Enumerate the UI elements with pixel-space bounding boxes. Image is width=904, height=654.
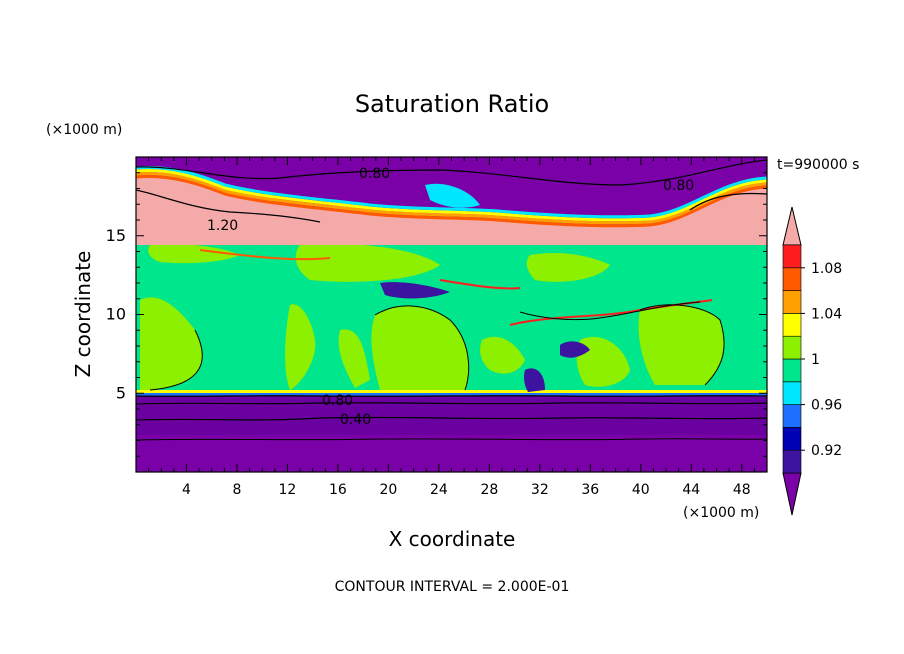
green-patch (371, 305, 469, 390)
green-patch (148, 244, 240, 264)
x-tick-label: 8 (232, 482, 241, 498)
contour-line (136, 416, 767, 421)
moist-streak (199, 249, 331, 261)
colorbar-band (782, 381, 802, 405)
y-axis-label: Z coordinate (71, 251, 95, 378)
x-tick-label: 24 (430, 482, 448, 498)
colorbar-label: 0.92 (811, 443, 842, 459)
green-patch (140, 297, 203, 390)
warm-stripe (136, 168, 767, 222)
colorbar-band (782, 267, 802, 291)
contour-label: 0.40 (340, 412, 371, 428)
contour-line (374, 305, 470, 391)
x-unit-label: (×1000 m) (683, 505, 759, 521)
dry-intrusion (400, 157, 700, 202)
green-patch (338, 329, 370, 388)
contour-line (136, 189, 321, 223)
colorbar-label: 1 (811, 352, 820, 368)
x-axis-label: X coordinate (389, 527, 516, 551)
contour-line (136, 438, 767, 441)
contour-line (639, 304, 725, 386)
colorbar-band (782, 335, 802, 360)
dry-pocket (380, 282, 450, 299)
warm-stripe (136, 165, 767, 219)
moist-streak (439, 279, 521, 290)
green-patch (285, 304, 316, 390)
y-axis: 5 10 15 (106, 172, 767, 457)
x-tick-label: 16 (329, 482, 347, 498)
colorbar-band (782, 449, 802, 474)
time-label: t=990000 s (777, 157, 859, 173)
plot-area (136, 157, 767, 472)
green-patch (480, 336, 525, 374)
dry-pocket (524, 368, 545, 392)
contour-line (136, 395, 767, 397)
colorbar-band (782, 244, 802, 269)
supersaturated-band (136, 177, 767, 245)
contour-line (136, 402, 767, 405)
y-tick-label: 15 (106, 226, 126, 245)
contour-label: 1.20 (207, 218, 238, 234)
contour-label: 0.80 (663, 178, 694, 194)
y-tick-label: 5 (116, 383, 126, 402)
colorbar-band (782, 358, 802, 383)
yellow-edge (136, 390, 767, 394)
colorbar-label: 1.08 (811, 261, 842, 277)
y-unit-label: (×1000 m) (46, 122, 122, 138)
x-tick-label: 44 (682, 482, 700, 498)
colorbar-label: 1.04 (811, 306, 842, 322)
x-tick-label: 36 (581, 482, 599, 498)
x-tick-label: 28 (480, 482, 498, 498)
green-patch (638, 304, 725, 385)
contour-interval-note: CONTOUR INTERVAL = 2.000E-01 (335, 579, 570, 595)
x-tick-label: 12 (279, 482, 297, 498)
x-tick-label: 32 (531, 482, 549, 498)
contour-labels: 0.80 0.80 1.20 0.80 0.40 (207, 166, 694, 428)
colorbar-band (782, 472, 802, 516)
lower-layer-band (136, 395, 767, 435)
x-tick-label: 48 (733, 482, 751, 498)
colorbar-band (782, 427, 802, 451)
contour-label: 0.80 (359, 166, 390, 182)
green-patch (576, 336, 630, 387)
chart-title: Saturation Ratio (355, 90, 549, 118)
contour-line (136, 159, 767, 186)
colorbar-label: 0.96 (811, 398, 842, 414)
x-tick-label: 20 (379, 482, 397, 498)
colorbar-band (782, 206, 802, 246)
contour-line (519, 301, 701, 321)
warm-stripe (136, 171, 767, 225)
blue-edge (136, 393, 767, 396)
x-axis: 4 8 12 16 20 24 28 32 36 40 44 48 (148, 157, 755, 498)
green-patch (526, 253, 610, 282)
dry-pocket (560, 341, 590, 358)
colorbar-band (782, 290, 802, 314)
green-patch (295, 243, 440, 282)
contour-line (689, 192, 767, 211)
colorbar-band (782, 404, 802, 428)
colorbar: 0.92 0.96 1 1.04 1.08 (782, 206, 842, 516)
x-tick-label: 4 (182, 482, 191, 498)
warm-stripe (136, 174, 767, 228)
y-tick-label: 10 (106, 305, 126, 324)
cyan-blob (425, 183, 480, 208)
contour-label: 0.80 (322, 393, 353, 409)
colorbar-band (782, 313, 802, 337)
contour-line (149, 329, 203, 391)
x-tick-label: 40 (632, 482, 650, 498)
